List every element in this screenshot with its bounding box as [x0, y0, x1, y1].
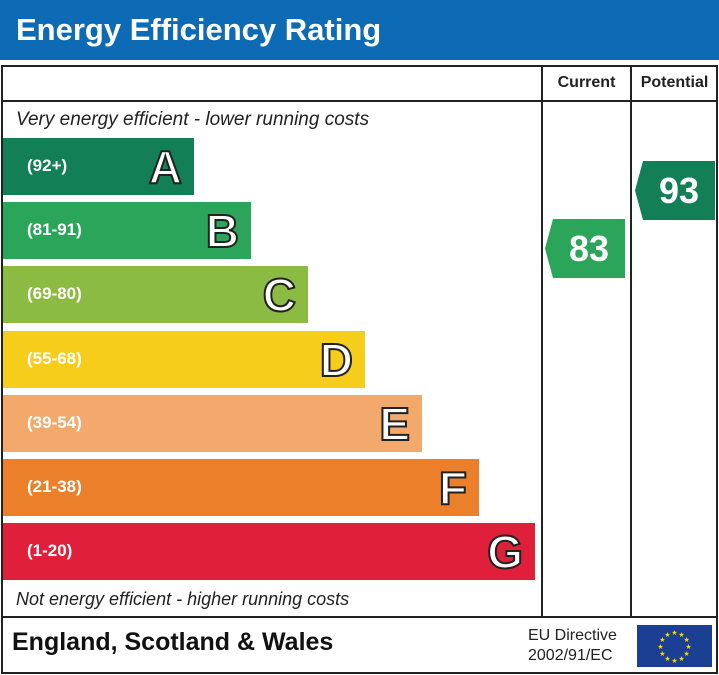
star-icon: ★ [664, 655, 670, 663]
band-letter: A [148, 140, 183, 194]
band-letter: B [205, 204, 240, 258]
star-icon: ★ [685, 643, 691, 651]
band-letter: D [319, 333, 354, 387]
star-icon: ★ [671, 657, 677, 665]
divider [1, 616, 718, 618]
band-letter: E [378, 397, 411, 451]
band-f: (21-38) F [3, 459, 479, 516]
band-range: (92+) [27, 156, 68, 175]
current-column-header: Current [557, 74, 616, 91]
band-g: (1-20) G [3, 523, 535, 580]
star-icon: ★ [683, 650, 689, 658]
page-title: Energy Efficiency Rating [0, 0, 719, 60]
band-range: (69-80) [27, 284, 82, 303]
band-e: (39-54) E [3, 395, 422, 452]
band-letter: G [486, 525, 524, 579]
eu-directive: EU Directive 2002/91/EC [528, 626, 617, 666]
band-letter: F [438, 461, 468, 515]
directive-line1: EU Directive [528, 627, 617, 644]
current-rating-arrow: 83 [545, 219, 625, 278]
band-range: (21-38) [27, 477, 82, 496]
divider [630, 65, 632, 618]
star-icon: ★ [678, 655, 684, 663]
eu-flag-icon: ★ ★ ★ ★ ★ ★ ★ ★ ★ ★ ★ ★ [637, 625, 712, 667]
star-icon: ★ [657, 643, 663, 651]
divider [1, 100, 718, 102]
directive-line2: 2002/91/EC [528, 647, 613, 664]
star-icon: ★ [678, 631, 684, 639]
star-icon: ★ [664, 631, 670, 639]
band-b: (81-91) B [3, 202, 251, 259]
divider [541, 65, 543, 618]
star-icon: ★ [683, 636, 689, 644]
star-icon: ★ [659, 650, 665, 658]
band-range: (55-68) [27, 349, 82, 368]
potential-column-header: Potential [640, 74, 709, 91]
band-a: (92+) A [3, 138, 194, 195]
region-label: England, Scotland & Wales [12, 628, 334, 656]
band-range: (1-20) [27, 541, 73, 560]
bottom-note: Not energy efficient - higher running co… [16, 589, 350, 609]
band-c: (69-80) C [3, 266, 308, 323]
band-range: (39-54) [27, 413, 82, 432]
potential-rating-arrow: 93 [635, 161, 715, 220]
star-icon: ★ [671, 629, 677, 637]
band-letter: C [262, 268, 297, 322]
top-note: Very energy efficient - lower running co… [16, 109, 370, 130]
band-d: (55-68) D [3, 331, 365, 388]
star-icon: ★ [659, 636, 665, 644]
band-range: (81-91) [27, 220, 82, 239]
rating-table [1, 65, 718, 674]
